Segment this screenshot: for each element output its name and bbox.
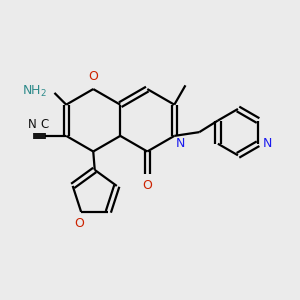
- Text: N: N: [176, 137, 185, 150]
- Text: N: N: [28, 118, 37, 130]
- Text: C: C: [40, 118, 48, 130]
- Text: O: O: [142, 179, 152, 192]
- Text: O: O: [74, 217, 84, 230]
- Text: N: N: [262, 137, 272, 150]
- Text: NH$_2$: NH$_2$: [22, 84, 47, 99]
- Text: O: O: [88, 70, 98, 83]
